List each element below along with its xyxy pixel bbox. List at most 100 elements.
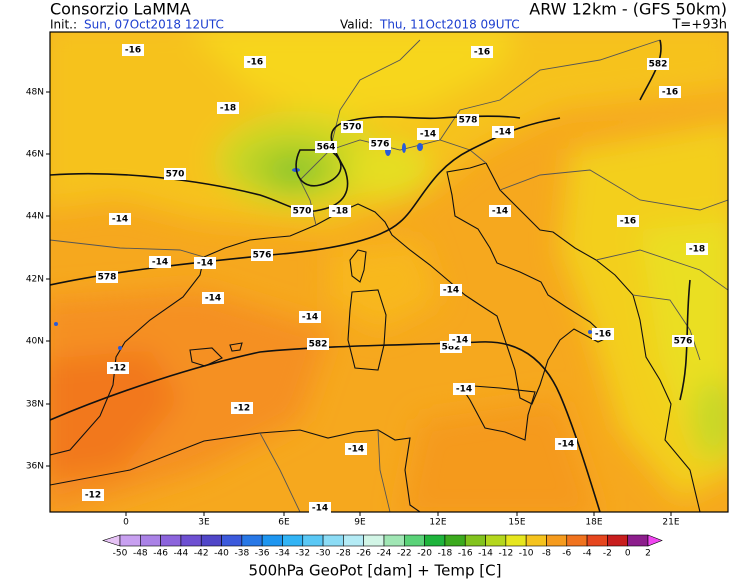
valid-label: Valid: bbox=[340, 18, 373, 32]
lon-label: 0 bbox=[123, 518, 129, 528]
colorbar-label: -42 bbox=[194, 549, 209, 559]
contour-label-bg bbox=[217, 102, 239, 114]
contour-label-bg bbox=[659, 86, 681, 98]
colorbar-box bbox=[180, 534, 202, 547]
colorbar-label: -6 bbox=[562, 549, 571, 559]
colorbar-box bbox=[302, 534, 324, 547]
colorbar-box bbox=[241, 534, 263, 547]
contour-label-bg bbox=[417, 128, 439, 140]
colorbar-label: -14 bbox=[478, 549, 493, 559]
contour-label-bg bbox=[369, 138, 391, 150]
contour-label: -16 bbox=[595, 330, 611, 340]
colorbar-box bbox=[282, 534, 304, 547]
colorbar-box bbox=[485, 534, 507, 547]
colorbar-box bbox=[505, 534, 527, 547]
colorbar-label: -2 bbox=[603, 549, 612, 559]
colorbar-box bbox=[343, 534, 364, 547]
contour-label: -14 bbox=[112, 215, 128, 225]
contour-label: 578 bbox=[459, 116, 478, 126]
contour-label: -14 bbox=[348, 445, 364, 455]
colorbar-label: -46 bbox=[153, 549, 168, 559]
contour-label-bg bbox=[453, 383, 475, 395]
colorbar-label: -44 bbox=[174, 549, 189, 559]
colorbar-label: -4 bbox=[583, 549, 592, 559]
contour-label-bg bbox=[164, 168, 186, 180]
colorbar-box bbox=[586, 534, 608, 547]
colorbar-label: -20 bbox=[417, 549, 432, 559]
contour-label-bg bbox=[315, 141, 337, 153]
contour-label-bg bbox=[251, 249, 273, 261]
contour-label-bg bbox=[231, 402, 253, 414]
contour-label-bg bbox=[109, 213, 131, 225]
contour-label-bg bbox=[672, 335, 694, 347]
contour-label: -14 bbox=[420, 130, 436, 140]
contour-label-bg bbox=[244, 56, 266, 68]
colorbar-box bbox=[322, 534, 344, 547]
contour-label-bg bbox=[489, 205, 511, 217]
contour-label: -14 bbox=[452, 336, 468, 346]
lon-label: 21E bbox=[662, 518, 679, 528]
contour-label: -14 bbox=[443, 286, 459, 296]
colorbar-label: -10 bbox=[519, 549, 534, 559]
contour-label: 576 bbox=[674, 337, 693, 347]
contour-label-bg bbox=[291, 205, 313, 217]
contour-label: -14 bbox=[492, 207, 508, 217]
contour-label-bg bbox=[96, 271, 118, 283]
contour-label: 570 bbox=[343, 123, 362, 133]
colorbar-label: 2 bbox=[645, 549, 651, 559]
contour-label: 570 bbox=[293, 207, 312, 217]
colorbar-box bbox=[525, 534, 547, 547]
contour-label-bg bbox=[329, 205, 351, 217]
contour-label: -16 bbox=[620, 217, 636, 227]
contour-label: -14 bbox=[558, 440, 574, 450]
contour-label: 582 bbox=[442, 343, 461, 353]
contour-label-bg bbox=[202, 292, 224, 304]
colorbar-label: -8 bbox=[542, 549, 551, 559]
contour-label: -16 bbox=[662, 88, 678, 98]
contour-label: 564 bbox=[317, 143, 336, 153]
contour-label: -12 bbox=[234, 404, 250, 414]
init-date: Sun, 07Oct2018 12UTC bbox=[84, 18, 224, 32]
contour-label-bg bbox=[107, 362, 129, 374]
contour-label-bg bbox=[617, 215, 639, 227]
contour-label-bg bbox=[471, 46, 493, 58]
map-frame bbox=[49, 31, 729, 513]
contour-label-bg bbox=[449, 334, 471, 346]
colorbar-box bbox=[200, 534, 222, 547]
colorbar-label: -36 bbox=[255, 549, 270, 559]
contour-label-bg bbox=[686, 243, 708, 255]
colorbar-label: -38 bbox=[234, 549, 249, 559]
contour-label: -14 bbox=[302, 313, 318, 323]
contour-label-bg bbox=[345, 443, 367, 455]
contour-label: -14 bbox=[197, 259, 213, 269]
colorbar-label: -48 bbox=[133, 549, 148, 559]
colorbar-box bbox=[160, 534, 182, 547]
contour-label: 582 bbox=[649, 60, 668, 70]
colorbar-label: -26 bbox=[356, 549, 371, 559]
lead-time: T=+93h bbox=[671, 18, 727, 33]
contour-label: 570 bbox=[166, 170, 185, 180]
lon-label: 12E bbox=[429, 518, 446, 528]
lat-label: 48N bbox=[26, 88, 44, 98]
contour-label-bg bbox=[555, 438, 577, 450]
lat-label: 46N bbox=[26, 150, 44, 160]
map-field bbox=[50, 32, 728, 512]
contour-label: 582 bbox=[309, 340, 328, 350]
model-info: ARW 12km - (GFS 50km) bbox=[529, 0, 727, 19]
contour-label-bg bbox=[122, 44, 144, 56]
lat-label: 36N bbox=[26, 462, 44, 472]
colorbar-label: -50 bbox=[113, 549, 128, 559]
colorbar-box bbox=[383, 534, 405, 547]
lon-label: 15E bbox=[508, 518, 525, 528]
lon-label: 6E bbox=[278, 518, 290, 528]
contour-label: -18 bbox=[689, 245, 705, 255]
colorbar-label: -34 bbox=[275, 549, 290, 559]
colorbar-label: -28 bbox=[336, 549, 351, 559]
colorbar-box bbox=[140, 534, 161, 547]
colorbar-end bbox=[102, 534, 121, 547]
contour-label: -18 bbox=[332, 207, 348, 217]
coastlines bbox=[50, 162, 701, 512]
contour-label: -12 bbox=[110, 364, 126, 374]
colorbar-box bbox=[221, 534, 243, 547]
